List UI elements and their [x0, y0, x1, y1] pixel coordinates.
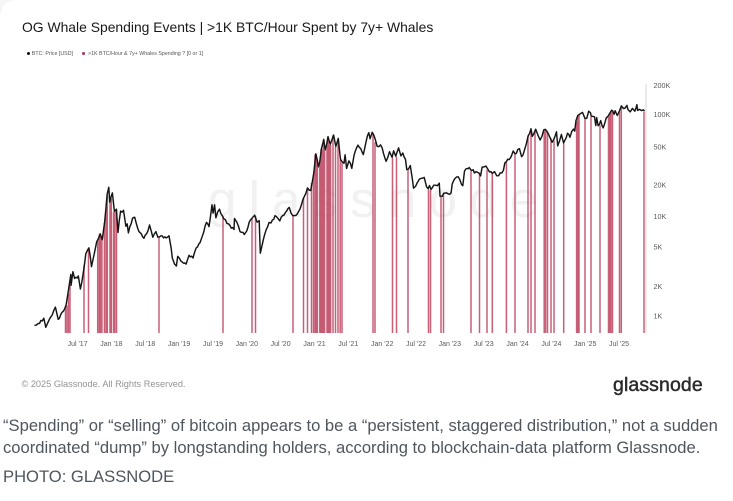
svg-text:5K: 5K — [654, 242, 663, 251]
svg-text:Jul '19: Jul '19 — [203, 341, 223, 348]
svg-text:Jan '18: Jan '18 — [100, 341, 122, 348]
svg-text:glassnode: glassnode — [208, 171, 550, 228]
svg-text:Jan '19: Jan '19 — [168, 341, 190, 348]
svg-text:Jan '22: Jan '22 — [371, 341, 393, 348]
svg-text:Jul '22: Jul '22 — [406, 341, 426, 348]
svg-text:50K: 50K — [654, 142, 667, 151]
svg-text:Jan '21: Jan '21 — [303, 341, 325, 348]
svg-text:10K: 10K — [654, 212, 667, 221]
svg-text:Jan '25: Jan '25 — [574, 341, 596, 348]
svg-text:Jan '23: Jan '23 — [439, 341, 461, 348]
svg-text:Jul '17: Jul '17 — [68, 341, 88, 348]
svg-text:Jan '20: Jan '20 — [236, 341, 258, 348]
svg-text:100K: 100K — [654, 110, 671, 119]
svg-text:Jul '24: Jul '24 — [541, 341, 561, 348]
svg-text:200K: 200K — [654, 81, 671, 90]
svg-text:20K: 20K — [654, 180, 667, 189]
svg-text:Jan '24: Jan '24 — [506, 341, 528, 348]
svg-text:Jul '20: Jul '20 — [271, 341, 291, 348]
svg-text:Jul '18: Jul '18 — [135, 341, 155, 348]
svg-text:Jul '25: Jul '25 — [609, 341, 629, 348]
svg-text:2K: 2K — [654, 282, 663, 291]
svg-text:Jul '21: Jul '21 — [338, 341, 358, 348]
svg-text:Jul '23: Jul '23 — [474, 341, 494, 348]
svg-text:1K: 1K — [654, 311, 663, 320]
